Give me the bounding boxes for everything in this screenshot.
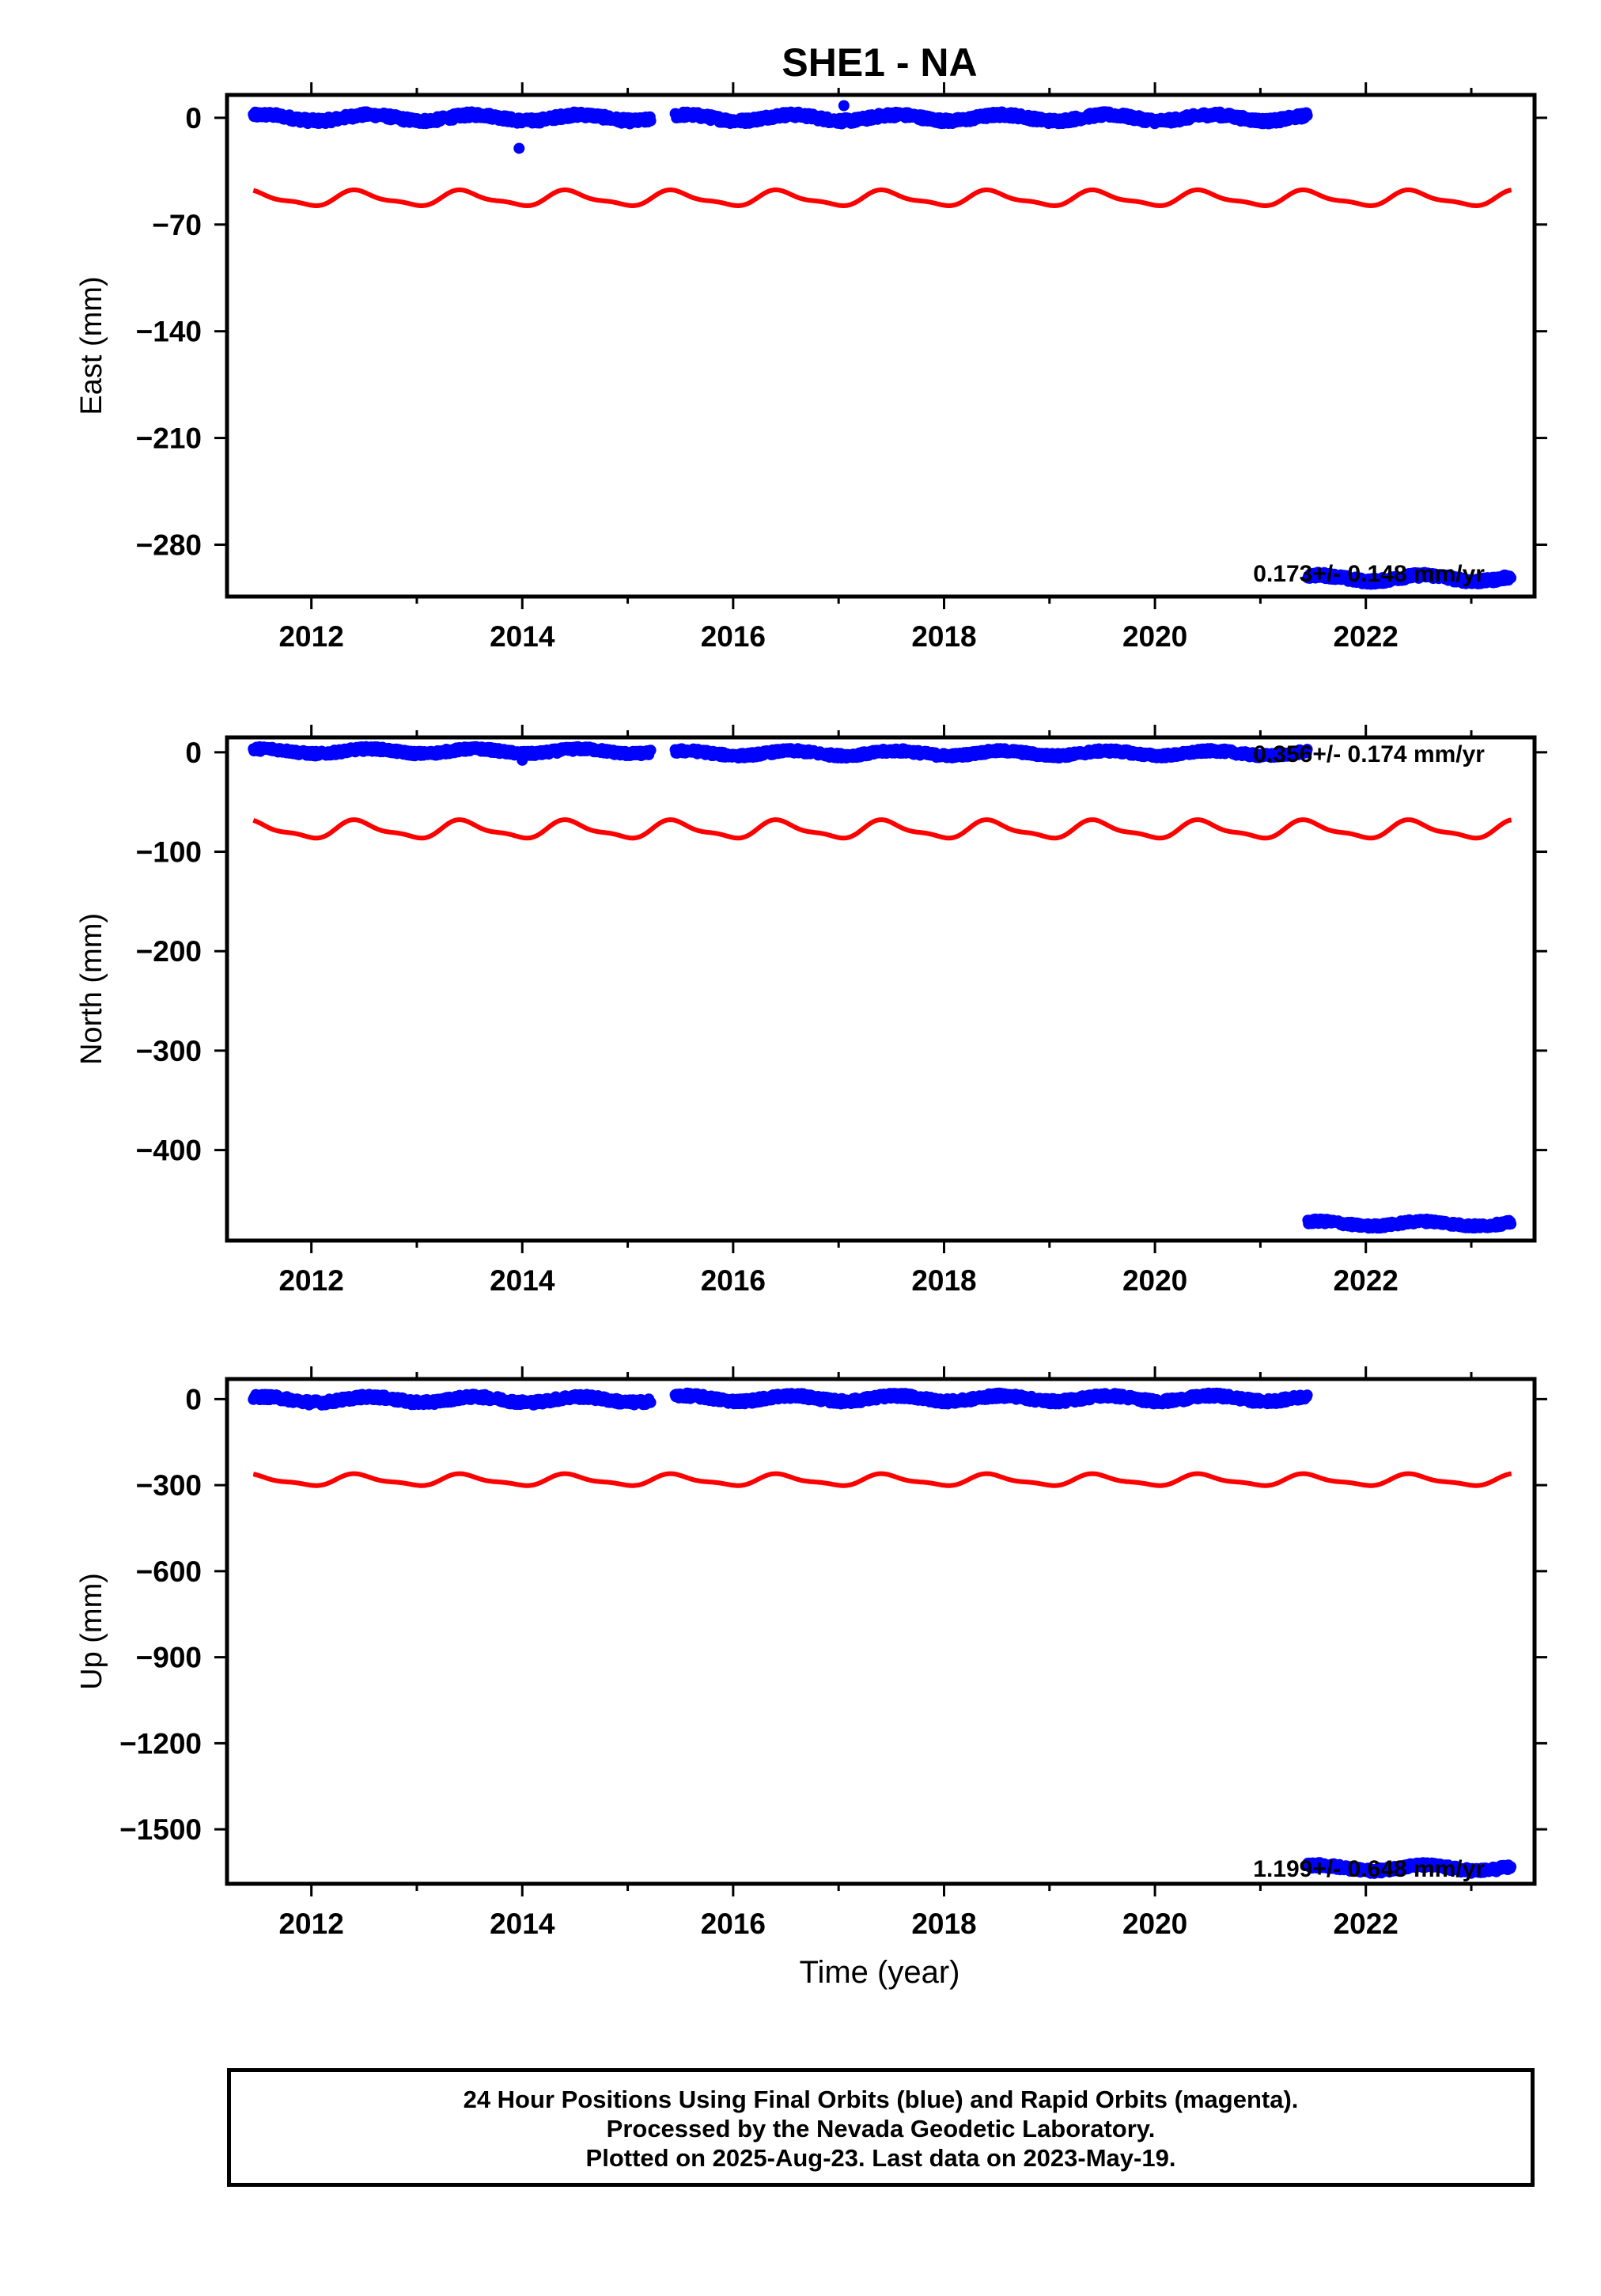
x-tick-label: 2018 [911, 1264, 976, 1297]
y-tick-label: 0 [185, 102, 202, 135]
y-tick-label: −1500 [119, 1813, 202, 1846]
x-tick-label: 2014 [490, 620, 555, 653]
y-tick-label: −1200 [119, 1727, 202, 1760]
y-tick-label: −900 [136, 1642, 202, 1674]
data-point-outlier [513, 142, 525, 154]
plot-frame [225, 735, 1537, 1243]
y-tick-label: −600 [136, 1555, 202, 1588]
panel-up: 2012 2014 2016 2018 2020 2022 0 −300 −600 −900 −12… [75, 1366, 1547, 1940]
x-tick-label: 2022 [1334, 620, 1399, 653]
data-point-outlier [517, 754, 528, 766]
x-tick-label: 2012 [278, 1264, 343, 1297]
x-tick-label: 2016 [701, 620, 766, 653]
y-axis-label: Up (mm) [75, 1573, 108, 1690]
x-tick-label: 2022 [1334, 1908, 1399, 1940]
x-tick-label: 2012 [278, 1908, 343, 1940]
x-tick-label: 2020 [1122, 1264, 1187, 1297]
y-tick-label: −280 [136, 529, 202, 561]
x-tick-label: 2016 [701, 1908, 766, 1940]
y-tick-label: 0 [185, 1383, 202, 1415]
chart-title: SHE1 - NA [782, 40, 977, 85]
y-axis-label: North (mm) [75, 913, 108, 1065]
y-tick-label: −300 [136, 1469, 202, 1502]
velocity-rate-label: 0.356+/- 0.174 mm/yr [1253, 741, 1485, 767]
data-point [645, 115, 657, 127]
y-tick-label: −70 [152, 209, 202, 241]
plot-frame [225, 93, 1537, 599]
x-tick-label: 2020 [1122, 1908, 1187, 1940]
x-tick-label: 2018 [911, 620, 976, 653]
data-point [1505, 572, 1517, 584]
x-tick-label: 2012 [278, 620, 343, 653]
data-points [248, 1387, 1517, 1879]
model-curve [252, 816, 1512, 841]
data-points [248, 741, 1517, 1234]
x-tick-label: 2022 [1334, 1264, 1399, 1297]
velocity-rate-label: 0.173+/- 0.148 mm/yr [1253, 561, 1485, 587]
y-tick-label: −140 [136, 316, 202, 348]
x-tick-label: 2018 [911, 1908, 976, 1940]
data-point [1301, 110, 1313, 121]
data-point [645, 1396, 657, 1408]
x-tick-label: 2020 [1122, 620, 1187, 653]
plot-frame [225, 1377, 1537, 1886]
x-tick-label: 2014 [490, 1908, 555, 1940]
x-tick-label: 2014 [490, 1264, 555, 1297]
data-point-outlier [838, 100, 850, 112]
y-tick-label: −200 [136, 935, 202, 968]
y-axis-label: East (mm) [75, 276, 108, 415]
panel-north: 2012 2014 2016 2018 2020 2022 0 −100 −200 −300 −40… [75, 725, 1547, 1297]
data-points [248, 100, 1517, 590]
y-tick-label: −300 [136, 1035, 202, 1067]
y-tick-label: −210 [136, 422, 202, 455]
y-tick-label: 0 [185, 737, 202, 769]
data-point [645, 744, 657, 756]
model-curve [252, 188, 1512, 208]
y-tick-label: −100 [136, 836, 202, 869]
y-tick-label: −400 [136, 1135, 202, 1167]
x-tick-label: 2016 [701, 1264, 766, 1297]
panel-east: 2012 2014 2016 2018 2020 2022 0 −70 −140 −210 −280… [75, 82, 1547, 653]
data-point [1505, 1218, 1517, 1229]
panels: 2012 2014 2016 2018 2020 2022 0 −70 −140 −210 −280… [75, 82, 1547, 1940]
